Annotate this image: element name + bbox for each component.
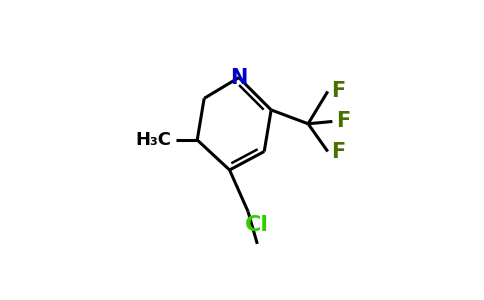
Text: F: F [335,112,350,131]
Text: N: N [230,68,247,88]
Text: H₃C: H₃C [136,131,171,149]
Text: F: F [331,142,345,161]
Text: F: F [331,81,345,101]
Text: Cl: Cl [245,215,269,235]
